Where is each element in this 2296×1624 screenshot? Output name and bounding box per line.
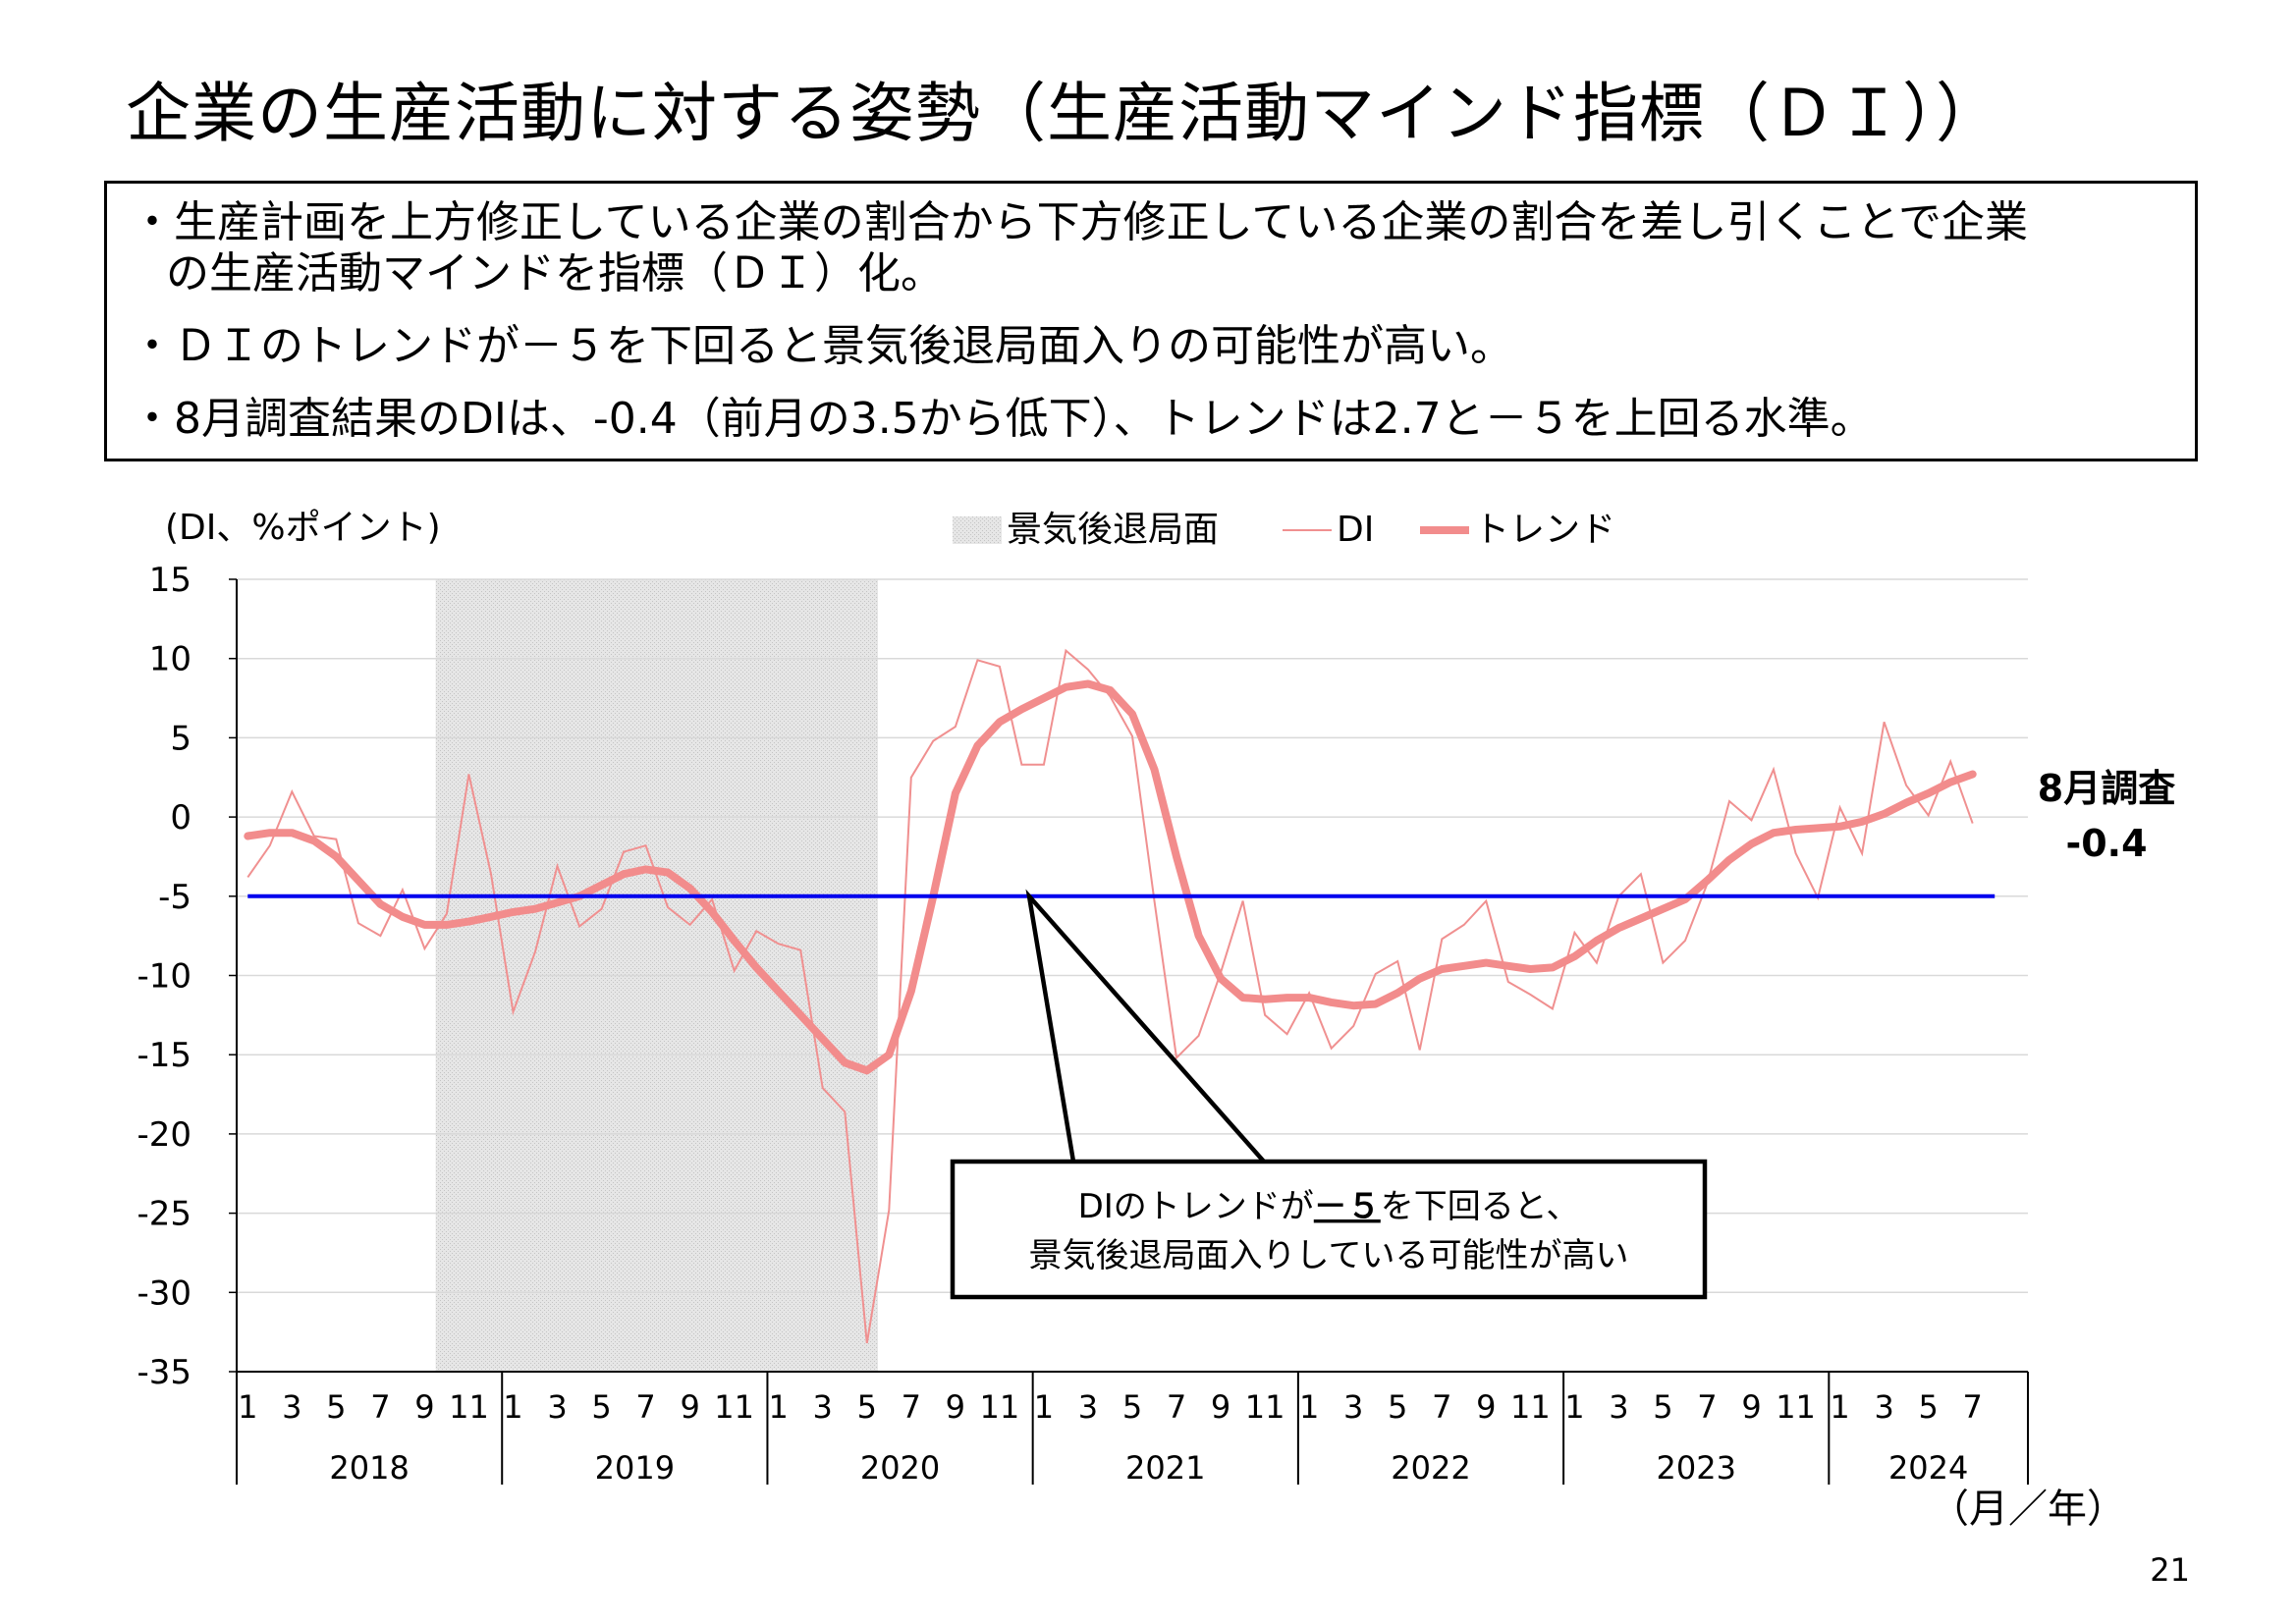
x-month-label: 7 xyxy=(1167,1388,1186,1426)
y-tick-label: 5 xyxy=(170,719,191,758)
x-year-label: 2022 xyxy=(1391,1449,1470,1487)
x-year-label: 2021 xyxy=(1125,1449,1205,1487)
legend-di-label: DI xyxy=(1337,510,1374,550)
callout-box xyxy=(950,1159,1708,1300)
di-line xyxy=(246,648,1974,1344)
x-month-label: 1 xyxy=(1830,1388,1849,1426)
y-tick-label: 0 xyxy=(170,798,191,838)
legend-trend-label: トレンド xyxy=(1474,510,1615,550)
x-month-label: 5 xyxy=(1918,1388,1938,1426)
x-month-label: 7 xyxy=(1432,1388,1451,1426)
legend-recession-swatch xyxy=(953,516,1002,544)
x-month-label: 5 xyxy=(591,1388,611,1426)
x-month-label: 9 xyxy=(414,1388,434,1426)
bullet-1-line-2: の生産活動マインドを指標（ＤＩ）化。 xyxy=(166,248,944,298)
legend-recession-label: 景気後退局面 xyxy=(1007,510,1219,550)
latest-value-label: -0.4 xyxy=(2065,822,2147,865)
bullet-1-line-1: ・生産計画を上方修正している企業の割合から下方修正している企業の割合を差し引くこ… xyxy=(131,197,2029,247)
x-month-label: 7 xyxy=(370,1388,390,1426)
callout-line-2: 景気後退局面入りしている可能性が高い xyxy=(1029,1236,1629,1275)
x-month-label: 1 xyxy=(1564,1388,1584,1426)
y-tick-label: -30 xyxy=(137,1273,191,1313)
y-unit-label: (DI、%ポイント) xyxy=(165,508,441,548)
y-tick-label: -25 xyxy=(137,1195,191,1234)
x-month-label: 3 xyxy=(1343,1388,1363,1426)
callout-text: を下回ると、 xyxy=(1381,1187,1580,1226)
x-month-label: 3 xyxy=(1078,1388,1098,1426)
x-month-label: 5 xyxy=(1388,1388,1407,1426)
x-month-label: 5 xyxy=(1122,1388,1142,1426)
x-month-label: 11 xyxy=(1776,1388,1816,1426)
x-month-label: 1 xyxy=(238,1388,257,1426)
x-month-label: 3 xyxy=(813,1388,833,1426)
page-title: 企業の生産活動に対する姿勢（生産活動マインド指標（ＤＩ）） xyxy=(126,76,2001,151)
x-month-label: 5 xyxy=(857,1388,877,1426)
x-month-label: 11 xyxy=(1245,1388,1285,1426)
x-year-label: 2023 xyxy=(1657,1449,1736,1487)
bullet-1: ・生産計画を上方修正している企業の割合から下方修正している企業の割合を差し引くこ… xyxy=(131,197,2171,299)
latest-month-label: 8月調査 xyxy=(2038,767,2175,810)
x-year-label: 2024 xyxy=(1888,1449,1968,1487)
bullet-2: ・ＤＩのトレンドが－５を下回ると景気後退局面入りの可能性が高い。 xyxy=(131,321,1513,371)
x-month-label: 9 xyxy=(1211,1388,1230,1426)
x-month-label: 7 xyxy=(1697,1388,1717,1426)
x-month-label: 1 xyxy=(1299,1388,1319,1426)
page-number: 21 xyxy=(2150,1551,2190,1589)
y-tick-label: -20 xyxy=(137,1115,191,1155)
x-month-label: 5 xyxy=(326,1388,346,1426)
callout-threshold-emphasis: －５ xyxy=(1314,1187,1381,1226)
x-month-label: 9 xyxy=(1476,1388,1496,1426)
x-month-label: 1 xyxy=(1034,1388,1054,1426)
x-unit-label: （月／年） xyxy=(1930,1487,2126,1532)
x-month-label: 3 xyxy=(1609,1388,1628,1426)
x-month-label: 7 xyxy=(1963,1388,1983,1426)
x-month-label: 7 xyxy=(635,1388,655,1426)
bullet-3: ・8月調査結果のDIは、-0.4（前月の3.5から低下）、トレンドは2.7と－５… xyxy=(131,394,1874,444)
x-month-label: 3 xyxy=(282,1388,301,1426)
y-tick-label: -10 xyxy=(137,957,191,997)
x-month-label: 3 xyxy=(547,1388,567,1426)
x-month-label: 11 xyxy=(980,1388,1020,1426)
x-month-label: 9 xyxy=(680,1388,699,1426)
y-tick-label: -35 xyxy=(137,1353,191,1392)
x-month-label: 7 xyxy=(902,1388,921,1426)
x-month-label: 9 xyxy=(946,1388,965,1426)
x-month-label: 1 xyxy=(503,1388,522,1426)
x-month-label: 5 xyxy=(1653,1388,1672,1426)
trend-line xyxy=(244,679,1977,1075)
x-year-label: 2020 xyxy=(860,1449,940,1487)
callout-pointer xyxy=(1025,889,1266,1164)
y-tick-label: 15 xyxy=(149,561,191,600)
x-month-label: 11 xyxy=(1510,1388,1551,1426)
x-month-label: 9 xyxy=(1741,1388,1761,1426)
x-year-label: 2019 xyxy=(595,1449,675,1487)
summary-box: ・生産計画を上方修正している企業の割合から下方修正している企業の割合を差し引くこ… xyxy=(104,181,2198,461)
y-tick-label: 10 xyxy=(149,640,191,679)
x-month-label: 1 xyxy=(769,1388,789,1426)
callout-text: DIのトレンドが xyxy=(1078,1187,1314,1226)
y-tick-label: -5 xyxy=(158,878,191,917)
x-month-label: 11 xyxy=(449,1388,489,1426)
callout-line-1: DIのトレンドが－５を下回ると、 xyxy=(1078,1187,1580,1226)
x-year-label: 2018 xyxy=(329,1449,409,1487)
x-month-label: 3 xyxy=(1874,1388,1893,1426)
x-month-label: 11 xyxy=(714,1388,754,1426)
y-tick-label: -15 xyxy=(137,1036,191,1075)
